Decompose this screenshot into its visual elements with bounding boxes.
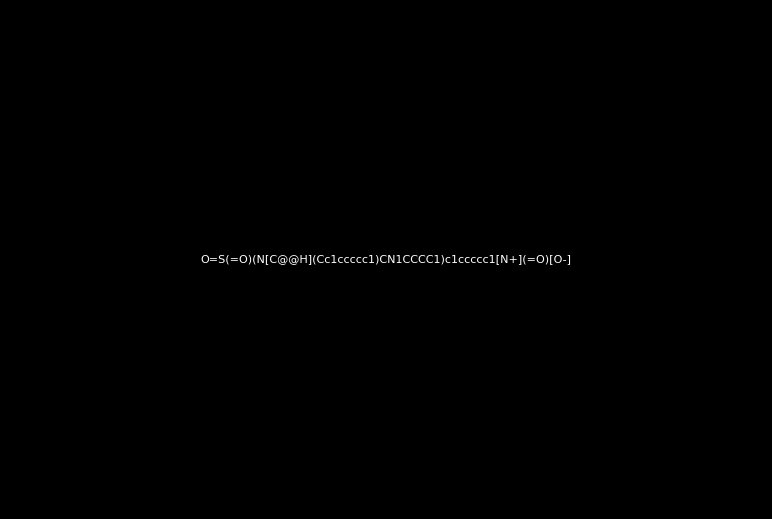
Text: O=S(=O)(N[C@@H](Cc1ccccc1)CN1CCCC1)c1ccccc1[N+](=O)[O-]: O=S(=O)(N[C@@H](Cc1ccccc1)CN1CCCC1)c1ccc…	[201, 254, 571, 265]
